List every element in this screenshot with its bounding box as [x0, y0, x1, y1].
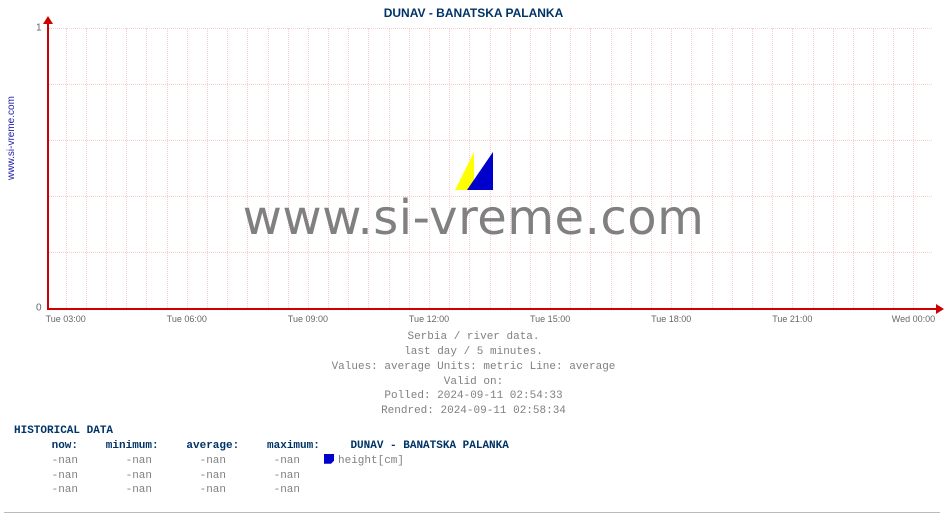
cell-series: [300, 469, 580, 484]
grid-vertical: [368, 28, 369, 308]
grid-vertical: [671, 28, 672, 308]
x-tick-label: Tue 21:00: [772, 314, 812, 324]
header-min: minimum:: [85, 439, 159, 454]
cell-series: height[cm]: [300, 454, 580, 469]
x-axis-arrow: [936, 304, 944, 314]
footer-line-4: Valid on:: [0, 375, 947, 390]
historical-headers: now: minimum: average: maximum: DUNAV - …: [14, 439, 606, 454]
cell-min: -nan: [78, 454, 152, 469]
grid-vertical: [813, 28, 814, 308]
cell-avg: -nan: [152, 483, 226, 498]
cell-now: -nan: [14, 483, 78, 498]
grid-vertical: [550, 28, 551, 308]
cell-min: -nan: [78, 469, 152, 484]
footer-line-5: Polled: 2024-09-11 02:54:33: [0, 389, 947, 404]
watermark-text: www.si-vreme.com: [0, 190, 947, 246]
grid-vertical: [913, 28, 914, 308]
header-max: maximum:: [246, 439, 320, 454]
y-axis-label: www.si-vreme.com: [6, 96, 17, 180]
grid-vertical: [348, 28, 349, 308]
x-tick-label: Wed 00:00: [892, 314, 935, 324]
grid-vertical: [833, 28, 834, 308]
cell-max: -nan: [226, 454, 300, 469]
header-series: DUNAV - BANATSKA PALANKA: [326, 439, 606, 454]
y-tick-label: 1: [36, 23, 42, 34]
grid-vertical: [752, 28, 753, 308]
grid-vertical: [510, 28, 511, 308]
chart-footer-info: Serbia / river data. last day / 5 minute…: [0, 330, 947, 419]
grid-vertical: [167, 28, 168, 308]
watermark-logo-icon: [455, 152, 493, 190]
x-tick-label: Tue 18:00: [651, 314, 691, 324]
x-tick-label: Tue 09:00: [288, 314, 328, 324]
grid-vertical: [227, 28, 228, 308]
cell-min: -nan: [78, 483, 152, 498]
grid-vertical: [611, 28, 612, 308]
y-axis: [47, 22, 49, 310]
footer-line-2: last day / 5 minutes.: [0, 345, 947, 360]
footer-line-3: Values: average Units: metric Line: aver…: [0, 360, 947, 375]
grid-horizontal: [48, 140, 932, 141]
y-tick-label: 0: [36, 303, 42, 314]
grid-vertical: [691, 28, 692, 308]
grid-vertical: [631, 28, 632, 308]
grid-vertical: [853, 28, 854, 308]
grid-vertical: [268, 28, 269, 308]
cell-max: -nan: [226, 483, 300, 498]
grid-vertical: [712, 28, 713, 308]
grid-vertical: [288, 28, 289, 308]
header-now: now:: [14, 439, 78, 454]
grid-vertical: [247, 28, 248, 308]
grid-vertical: [651, 28, 652, 308]
grid-vertical: [590, 28, 591, 308]
historical-row: -nan-nan-nan-nan: [14, 483, 606, 498]
bottom-divider: [4, 512, 940, 513]
grid-vertical: [772, 28, 773, 308]
grid-horizontal: [48, 28, 932, 29]
x-tick-label: Tue 06:00: [167, 314, 207, 324]
grid-horizontal: [48, 84, 932, 85]
grid-vertical: [86, 28, 87, 308]
cell-series: [300, 483, 580, 498]
chart-title: DUNAV - BANATSKA PALANKA: [0, 6, 947, 20]
grid-vertical: [570, 28, 571, 308]
cell-avg: -nan: [152, 469, 226, 484]
x-axis: [48, 308, 938, 310]
cell-avg: -nan: [152, 454, 226, 469]
x-tick-label: Tue 03:00: [46, 314, 86, 324]
footer-line-6: Rendred: 2024-09-11 02:58:34: [0, 404, 947, 419]
grid-vertical: [792, 28, 793, 308]
grid-vertical: [409, 28, 410, 308]
grid-vertical: [187, 28, 188, 308]
historical-row: -nan-nan-nan-nan: [14, 469, 606, 484]
historical-data-block: HISTORICAL DATA now: minimum: average: m…: [14, 424, 606, 498]
series-marker-icon: [324, 454, 334, 464]
grid-vertical: [873, 28, 874, 308]
footer-line-1: Serbia / river data.: [0, 330, 947, 345]
grid-vertical: [389, 28, 390, 308]
grid-vertical: [106, 28, 107, 308]
grid-vertical: [308, 28, 309, 308]
x-tick-label: Tue 12:00: [409, 314, 449, 324]
grid-vertical: [126, 28, 127, 308]
grid-vertical: [66, 28, 67, 308]
grid-vertical: [328, 28, 329, 308]
series-unit-label: height[cm]: [338, 454, 404, 469]
cell-now: -nan: [14, 469, 78, 484]
header-avg: average:: [165, 439, 239, 454]
grid-vertical: [146, 28, 147, 308]
historical-row: -nan-nan-nan-nanheight[cm]: [14, 454, 606, 469]
cell-now: -nan: [14, 454, 78, 469]
x-tick-label: Tue 15:00: [530, 314, 570, 324]
historical-title: HISTORICAL DATA: [14, 424, 606, 439]
grid-horizontal: [48, 252, 932, 253]
grid-vertical: [893, 28, 894, 308]
grid-vertical: [429, 28, 430, 308]
grid-vertical: [530, 28, 531, 308]
grid-vertical: [732, 28, 733, 308]
grid-vertical: [449, 28, 450, 308]
grid-vertical: [207, 28, 208, 308]
cell-max: -nan: [226, 469, 300, 484]
y-axis-arrow: [43, 16, 53, 24]
